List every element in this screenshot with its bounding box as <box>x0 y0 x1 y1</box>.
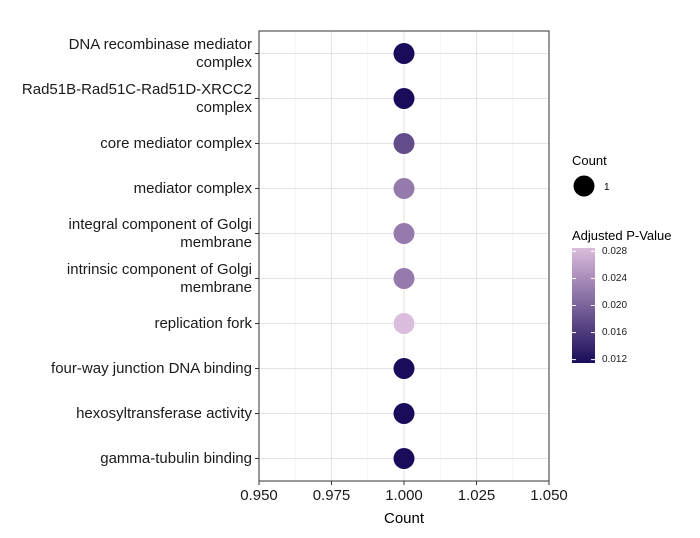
data-point <box>393 223 415 244</box>
y-tick-label: DNA recombinase mediator <box>69 36 252 53</box>
y-tick-label: mediator complex <box>134 180 253 197</box>
data-points <box>393 43 415 469</box>
legend-color-title: Adjusted P-Value <box>572 228 672 243</box>
y-tick-label: replication fork <box>154 315 252 332</box>
legend: Count 1 Adjusted P-Value 0.028 0.024 0.020… <box>572 153 672 365</box>
x-axis-title: Count <box>384 510 425 527</box>
y-tick-label: membrane <box>180 234 252 251</box>
y-tick-label: four-way junction DNA binding <box>51 360 252 377</box>
legend-color-label: 0.024 <box>602 273 627 284</box>
data-point <box>393 133 415 154</box>
legend-color-label: 0.012 <box>602 354 627 365</box>
y-tick-label: membrane <box>180 279 252 296</box>
data-point <box>393 358 415 379</box>
x-tick-label: 1.025 <box>458 487 496 504</box>
data-point <box>393 313 415 334</box>
legend-color-ticks: 0.028 0.024 0.020 0.016 0.012 <box>572 246 627 365</box>
y-tick-label: core mediator complex <box>100 135 252 152</box>
x-tick-label: 0.950 <box>240 487 278 504</box>
x-tick-label: 1.050 <box>530 487 568 504</box>
legend-color-label: 0.028 <box>602 246 627 257</box>
x-tick-label: 1.000 <box>385 487 423 504</box>
data-point <box>393 88 415 109</box>
legend-color-label: 0.020 <box>602 300 627 311</box>
y-tick-label: complex <box>196 99 252 116</box>
y-tick-label: intrinsic component of Golgi <box>67 261 252 278</box>
y-axis-labels: DNA recombinase mediatorcomplexRad51B-Ra… <box>22 36 259 467</box>
legend-size-label: 1 <box>604 182 610 193</box>
y-tick-label: integral component of Golgi <box>69 216 252 233</box>
data-point <box>393 403 415 424</box>
data-point <box>393 178 415 199</box>
data-point <box>393 268 415 289</box>
legend-color-bar <box>572 248 595 363</box>
y-tick-label: hexosyltransferase activity <box>76 405 252 422</box>
data-point <box>393 43 415 64</box>
legend-size-key <box>573 175 595 197</box>
x-tick-label: 0.975 <box>313 487 351 504</box>
y-tick-label: complex <box>196 54 252 71</box>
y-tick-label: Rad51B-Rad51C-Rad51D-XRCC2 <box>22 81 252 98</box>
legend-color-label: 0.016 <box>602 327 627 338</box>
x-axis-labels: 0.950 0.975 1.000 1.025 1.050 <box>240 481 568 504</box>
y-tick-label: gamma-tubulin binding <box>100 450 252 467</box>
data-point <box>393 448 415 469</box>
legend-size-title: Count <box>572 153 607 168</box>
